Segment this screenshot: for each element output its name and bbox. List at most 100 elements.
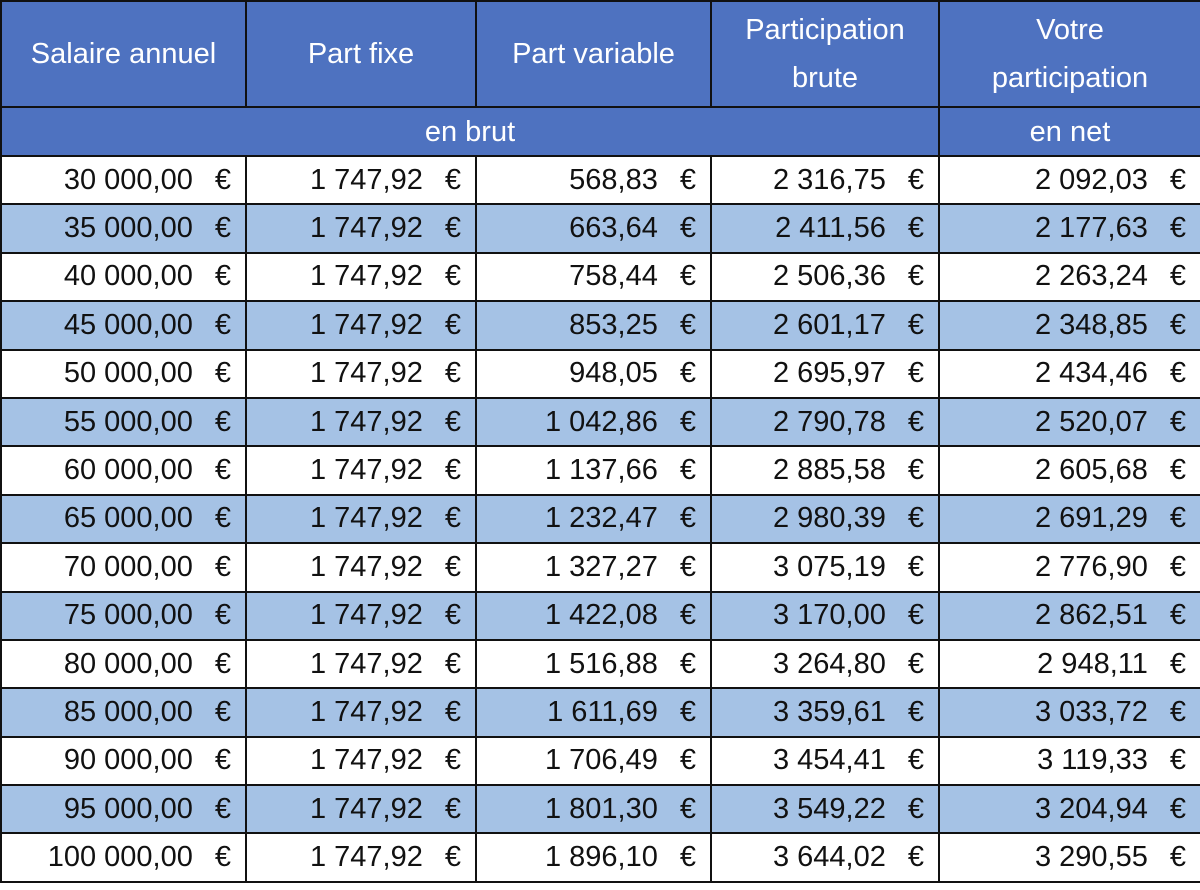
amount: 2 177,63 bbox=[1034, 212, 1148, 245]
currency-symbol: € bbox=[907, 308, 924, 341]
amount: 1 042,86 bbox=[544, 405, 658, 438]
cell-part-fixe: 1 747,92 € bbox=[245, 251, 477, 303]
amount: 2 790,78 bbox=[772, 405, 886, 438]
currency-symbol: € bbox=[907, 744, 924, 777]
currency-symbol: € bbox=[444, 550, 461, 583]
currency-symbol: € bbox=[214, 647, 231, 680]
currency-symbol: € bbox=[444, 357, 461, 390]
cell-salaire-annuel: 65 000,00 € bbox=[0, 493, 247, 545]
amount: 2 948,11 bbox=[1037, 647, 1148, 680]
cell-votre-participation: 2 862,51 € bbox=[938, 590, 1200, 641]
cell-votre-participation: 2 263,24 € bbox=[938, 251, 1200, 303]
amount: 2 520,07 bbox=[1034, 405, 1148, 438]
cell-part-variable: 948,05 € bbox=[475, 348, 712, 399]
cell-participation-brute: 3 644,02 € bbox=[710, 832, 940, 883]
cell-part-variable: 663,64 € bbox=[475, 203, 712, 254]
cell-participation-brute: 3 264,80 € bbox=[710, 638, 940, 690]
cell-salaire-annuel: 35 000,00 € bbox=[0, 203, 247, 254]
amount: 3 359,61 bbox=[772, 695, 886, 728]
amount: 50 000,00 bbox=[63, 357, 193, 390]
amount: 1 747,92 bbox=[309, 502, 423, 535]
amount: 1 232,47 bbox=[544, 502, 658, 535]
cell-salaire-annuel: 75 000,00 € bbox=[0, 590, 247, 641]
currency-symbol: € bbox=[214, 163, 231, 196]
currency-symbol: € bbox=[214, 454, 231, 487]
cell-part-fixe: 1 747,92 € bbox=[245, 832, 477, 883]
amount: 1 747,92 bbox=[309, 550, 423, 583]
cell-part-variable: 1 611,69 € bbox=[475, 687, 712, 738]
currency-symbol: € bbox=[1169, 841, 1186, 874]
header-row: Salaire annuel Part fixe Part variable P… bbox=[0, 0, 1200, 108]
currency-symbol: € bbox=[907, 841, 924, 874]
currency-symbol: € bbox=[1169, 599, 1186, 632]
cell-votre-participation: 2 520,07 € bbox=[938, 396, 1200, 448]
amount: 3 549,22 bbox=[772, 792, 886, 825]
currency-symbol: € bbox=[214, 502, 231, 535]
cell-salaire-annuel: 95 000,00 € bbox=[0, 784, 247, 835]
table-row: 95 000,00 €1 747,92 €1 801,30 € 3 549,22 €3 2… bbox=[0, 784, 1200, 835]
amount: 1 747,92 bbox=[309, 599, 423, 632]
cell-salaire-annuel: 90 000,00 € bbox=[0, 735, 247, 787]
amount: 853,25 bbox=[569, 308, 658, 341]
amount: 40 000,00 bbox=[63, 260, 193, 293]
header-participation-brute: Participation brute bbox=[710, 0, 940, 108]
amount: 2 506,36 bbox=[772, 260, 886, 293]
currency-symbol: € bbox=[679, 792, 696, 825]
cell-participation-brute: 2 885,58 € bbox=[710, 445, 940, 496]
amount: 100 000,00 bbox=[47, 841, 193, 874]
amount: 3 204,94 bbox=[1034, 792, 1148, 825]
cell-participation-brute: 3 359,61 € bbox=[710, 687, 940, 738]
subheader-en-brut: en brut bbox=[0, 106, 940, 157]
currency-symbol: € bbox=[679, 405, 696, 438]
cell-part-fixe: 1 747,92 € bbox=[245, 735, 477, 787]
currency-symbol: € bbox=[214, 744, 231, 777]
currency-symbol: € bbox=[444, 744, 461, 777]
cell-part-fixe: 1 747,92 € bbox=[245, 396, 477, 448]
cell-votre-participation: 2 092,03 € bbox=[938, 154, 1200, 206]
cell-votre-participation: 2 348,85 € bbox=[938, 300, 1200, 351]
currency-symbol: € bbox=[679, 260, 696, 293]
currency-symbol: € bbox=[444, 599, 461, 632]
table-row: 55 000,00 €1 747,92 €1 042,86 €2 790,78 €2 5… bbox=[0, 396, 1200, 448]
cell-votre-participation: 2 776,90 € bbox=[938, 542, 1200, 593]
currency-symbol: € bbox=[1169, 502, 1186, 535]
currency-symbol: € bbox=[444, 647, 461, 680]
currency-symbol: € bbox=[907, 212, 924, 245]
cell-votre-participation: 3 033,72 € bbox=[938, 687, 1200, 738]
amount: 663,64 bbox=[569, 212, 658, 245]
amount: 3 290,55 bbox=[1034, 841, 1148, 874]
currency-symbol: € bbox=[1169, 744, 1186, 777]
amount: 1 747,92 bbox=[309, 695, 423, 728]
table-body: 30 000,00 €1 747,92 €568,83 €2 316,75 €2 092… bbox=[0, 154, 1200, 883]
cell-part-variable: 1 422,08 € bbox=[475, 590, 712, 641]
amount: 1 896,10 bbox=[544, 841, 658, 874]
cell-salaire-annuel: 30 000,00 € bbox=[0, 154, 247, 206]
amount: 95 000,00 bbox=[63, 792, 193, 825]
currency-symbol: € bbox=[907, 405, 924, 438]
currency-symbol: € bbox=[444, 308, 461, 341]
cell-part-variable: 1 801,30 € bbox=[475, 784, 712, 835]
amount: 85 000,00 bbox=[63, 695, 193, 728]
currency-symbol: € bbox=[444, 212, 461, 245]
cell-part-fixe: 1 747,92 € bbox=[245, 784, 477, 835]
table-row: 80 000,00 €1 747,92 €1 516,88 €3 264,80 €2 9… bbox=[0, 638, 1200, 690]
cell-salaire-annuel: 50 000,00 € bbox=[0, 348, 247, 399]
amount: 1 422,08 bbox=[544, 599, 658, 632]
amount: 2 601,17 bbox=[772, 308, 886, 341]
amount: 2 862,51 bbox=[1034, 599, 1148, 632]
currency-symbol: € bbox=[214, 405, 231, 438]
cell-part-fixe: 1 747,92 € bbox=[245, 493, 477, 545]
amount: 2 411,56 bbox=[775, 212, 886, 245]
currency-symbol: € bbox=[679, 212, 696, 245]
cell-part-variable: 1 137,66 € bbox=[475, 445, 712, 496]
amount: 2 691,29 bbox=[1034, 502, 1148, 535]
amount: 2 316,75 bbox=[772, 163, 886, 196]
currency-symbol: € bbox=[444, 841, 461, 874]
amount: 3 033,72 bbox=[1034, 695, 1148, 728]
amount: 3 264,80 bbox=[772, 647, 886, 680]
amount: 1 516,88 bbox=[544, 647, 658, 680]
amount: 1 706,49 bbox=[544, 744, 658, 777]
currency-symbol: € bbox=[444, 260, 461, 293]
amount: 1 747,92 bbox=[309, 841, 423, 874]
